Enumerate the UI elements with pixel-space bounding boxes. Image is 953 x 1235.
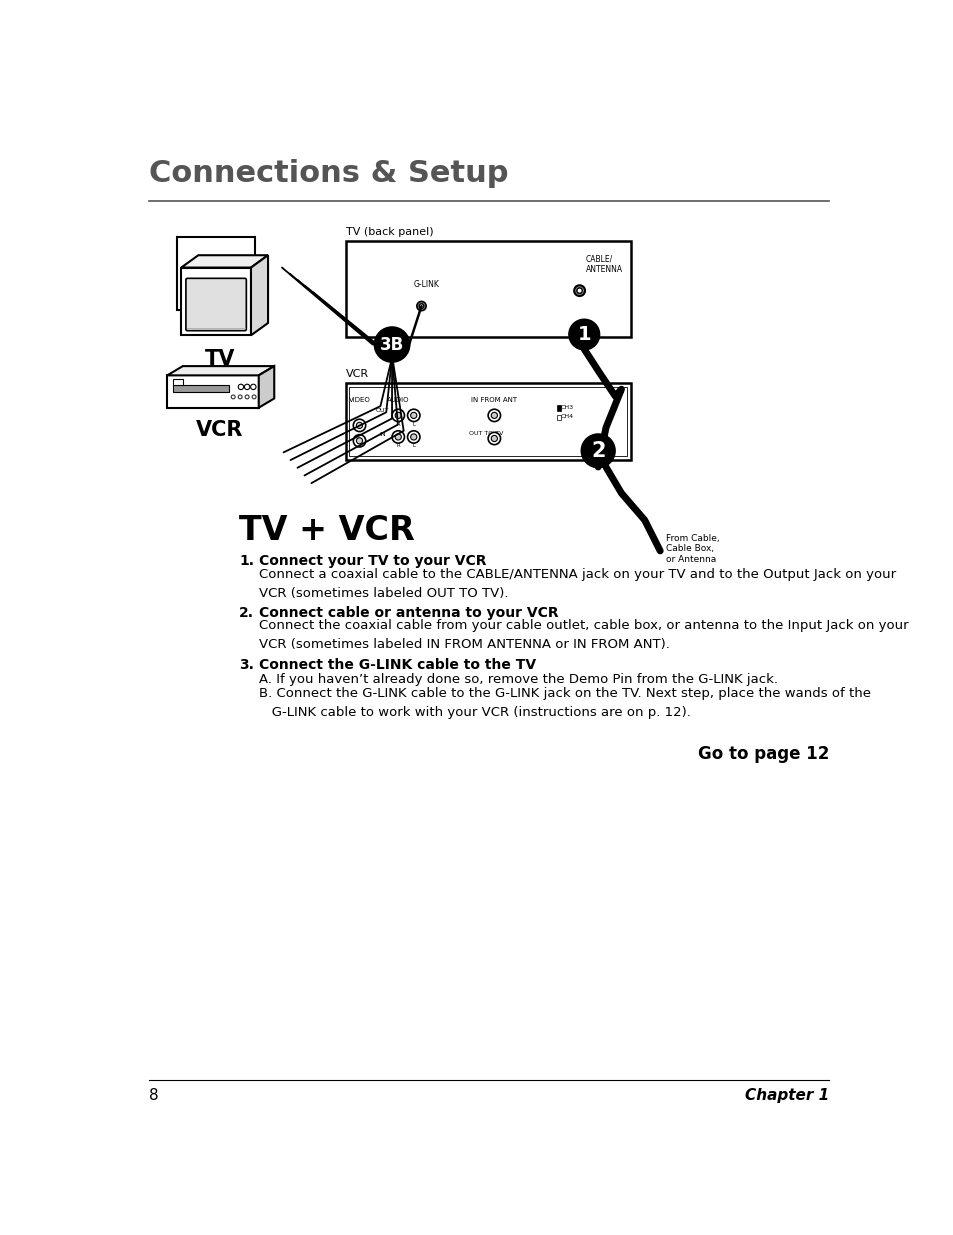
- Text: CH3: CH3: [560, 405, 574, 410]
- Text: Connect the G-LINK cable to the TV: Connect the G-LINK cable to the TV: [258, 658, 536, 672]
- Text: Connect the coaxial cable from your cable outlet, cable box, or antenna to the I: Connect the coaxial cable from your cabl…: [258, 620, 907, 651]
- Text: A. If you haven’t already done so, remove the Demo Pin from the G-LINK jack.: A. If you haven’t already done so, remov…: [258, 673, 777, 687]
- Circle shape: [353, 435, 365, 447]
- Polygon shape: [258, 366, 274, 408]
- Text: TV (back panel): TV (back panel): [345, 227, 433, 237]
- Circle shape: [577, 288, 581, 294]
- Text: L: L: [412, 443, 415, 448]
- Polygon shape: [181, 256, 268, 268]
- Circle shape: [245, 395, 249, 399]
- Circle shape: [252, 395, 255, 399]
- Text: From Cable,
Cable Box,
or Antenna: From Cable, Cable Box, or Antenna: [666, 534, 720, 563]
- Text: VIDEO: VIDEO: [348, 396, 370, 403]
- Circle shape: [569, 320, 598, 350]
- Text: TV + VCR: TV + VCR: [239, 514, 415, 547]
- Text: L: L: [412, 421, 415, 426]
- Circle shape: [392, 409, 404, 421]
- Circle shape: [491, 412, 497, 419]
- Circle shape: [488, 409, 500, 421]
- Text: 3.: 3.: [239, 658, 254, 672]
- Text: OUT TO TV: OUT TO TV: [469, 431, 503, 436]
- Text: CABLE/
ANTENNA: CABLE/ ANTENNA: [585, 254, 622, 274]
- Text: Chapter 1: Chapter 1: [744, 1088, 828, 1103]
- Circle shape: [488, 432, 500, 445]
- Text: OUT: OUT: [375, 409, 389, 414]
- Text: VCR: VCR: [195, 420, 243, 440]
- Text: 1.: 1.: [239, 555, 254, 568]
- FancyBboxPatch shape: [345, 241, 630, 337]
- Text: IN FROM ANT: IN FROM ANT: [471, 396, 517, 403]
- Text: G-LINK: G-LINK: [414, 280, 439, 289]
- Polygon shape: [167, 375, 258, 408]
- Circle shape: [581, 435, 614, 467]
- FancyBboxPatch shape: [186, 278, 246, 331]
- Text: Go to page 12: Go to page 12: [697, 745, 828, 763]
- Circle shape: [238, 395, 242, 399]
- Text: 2.: 2.: [239, 605, 254, 620]
- Circle shape: [410, 412, 416, 419]
- Circle shape: [356, 437, 362, 443]
- Circle shape: [356, 422, 362, 429]
- Polygon shape: [251, 256, 268, 336]
- Polygon shape: [181, 268, 251, 336]
- Circle shape: [251, 384, 255, 389]
- Circle shape: [491, 436, 497, 442]
- Text: IN: IN: [379, 431, 386, 436]
- Polygon shape: [167, 366, 274, 375]
- Circle shape: [574, 285, 584, 296]
- Circle shape: [418, 304, 423, 309]
- Circle shape: [410, 433, 416, 440]
- Text: Connect a coaxial cable to the CABLE/ANTENNA jack on your TV and to the Output J: Connect a coaxial cable to the CABLE/ANT…: [258, 568, 895, 600]
- Text: CH4: CH4: [560, 414, 574, 419]
- Circle shape: [407, 431, 419, 443]
- Text: 2: 2: [590, 441, 605, 461]
- Text: R: R: [395, 443, 399, 448]
- FancyBboxPatch shape: [173, 379, 183, 384]
- Circle shape: [231, 395, 234, 399]
- Circle shape: [244, 384, 250, 389]
- Text: AUDIO: AUDIO: [387, 396, 409, 403]
- Circle shape: [375, 327, 409, 362]
- Circle shape: [395, 412, 401, 419]
- Text: TV: TV: [205, 350, 235, 369]
- Circle shape: [392, 431, 404, 443]
- Circle shape: [395, 433, 401, 440]
- Text: Connections & Setup: Connections & Setup: [149, 159, 508, 188]
- Circle shape: [416, 301, 426, 311]
- Text: 3B: 3B: [379, 336, 404, 353]
- Circle shape: [353, 419, 365, 431]
- Text: Connect your TV to your VCR: Connect your TV to your VCR: [258, 555, 486, 568]
- FancyBboxPatch shape: [345, 383, 630, 461]
- Text: 8: 8: [149, 1088, 158, 1103]
- Circle shape: [238, 384, 243, 389]
- Text: R: R: [395, 421, 399, 426]
- Text: B. Connect the G-LINK cable to the G-LINK jack on the TV. Next step, place the w: B. Connect the G-LINK cable to the G-LIN…: [258, 687, 870, 719]
- FancyBboxPatch shape: [557, 405, 560, 411]
- FancyBboxPatch shape: [173, 384, 229, 393]
- Text: Connect cable or antenna to your VCR: Connect cable or antenna to your VCR: [258, 605, 558, 620]
- FancyBboxPatch shape: [557, 415, 560, 420]
- Text: 1: 1: [577, 325, 591, 345]
- Text: VCR: VCR: [345, 369, 368, 379]
- FancyBboxPatch shape: [177, 237, 254, 310]
- Circle shape: [407, 409, 419, 421]
